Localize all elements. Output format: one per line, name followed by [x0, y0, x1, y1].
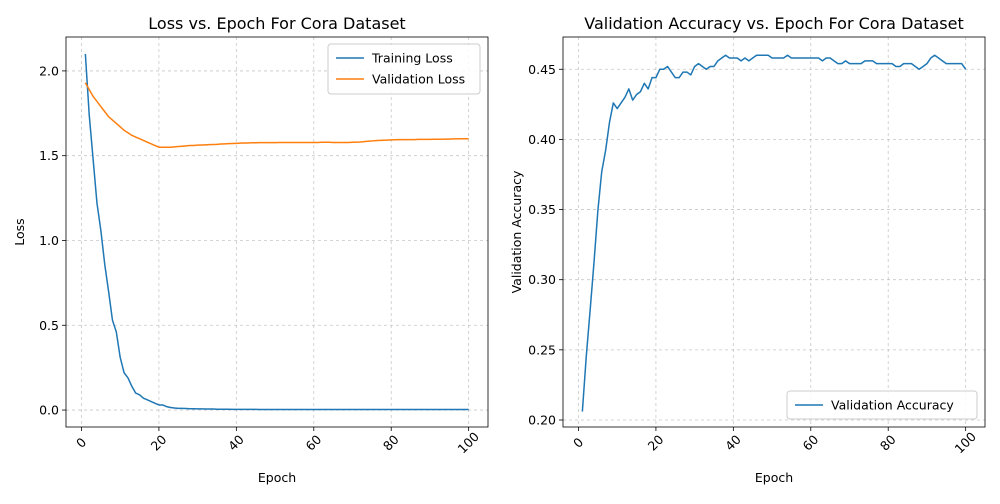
- y-tick-label: 1.0: [39, 233, 59, 248]
- legend-label: Validation Loss: [372, 72, 465, 87]
- legend: Training Loss Validation Loss: [327, 43, 481, 95]
- subplot-1: 0 20 40 60 80 100 0.0 0.5 1.0 1.5 2.0 Loss vs. Epoc…: [12, 14, 489, 485]
- chart-title: Validation Accuracy vs. Epoch For Cora D…: [584, 14, 963, 33]
- legend-label: Training Loss: [371, 51, 453, 66]
- chart-title: Loss vs. Epoch For Cora Dataset: [148, 14, 405, 33]
- series-line-1: [581, 54, 967, 412]
- legend-label: Validation Accuracy: [831, 398, 954, 413]
- y-tick-label: 0.35: [528, 202, 556, 217]
- y-tick-label: 1.5: [39, 148, 59, 163]
- x-tick-label: 100: [455, 429, 483, 457]
- y-tick-label: 0.20: [528, 412, 556, 427]
- y-tick-label: 0.25: [528, 342, 556, 357]
- y-tick-label: 0.30: [528, 272, 556, 287]
- x-tick-label: 60: [799, 432, 821, 454]
- x-tick-label: 80: [877, 432, 899, 454]
- y-tick-label: 0.5: [39, 318, 59, 333]
- y-axis-label: Validation Accuracy: [509, 170, 524, 293]
- series-line-2: [84, 82, 469, 148]
- x-tick-label: 0: [570, 434, 586, 450]
- x-axis-label: Epoch: [258, 470, 296, 485]
- legend: Validation Accuracy: [786, 390, 978, 420]
- y-tick-label: 0.45: [528, 62, 556, 77]
- y-tick-label: 0.40: [528, 132, 556, 147]
- x-tick-label: 40: [225, 432, 247, 454]
- legend-box: [786, 390, 978, 420]
- x-tick-label: 80: [380, 432, 402, 454]
- x-tick-label: 20: [645, 432, 667, 454]
- y-axis-label: Loss: [12, 218, 27, 245]
- x-tick-label: 20: [148, 432, 170, 454]
- subplot-2: 0 20 40 60 80 100 0.20 0.25 0.30 0.35 0.40 0.45 Vali…: [509, 14, 986, 485]
- x-tick-label: 60: [302, 432, 324, 454]
- x-tick-label: 100: [952, 429, 980, 457]
- axes-frame: [562, 36, 986, 428]
- y-tick-label: 2.0: [39, 63, 59, 78]
- legend-box: [327, 43, 481, 95]
- y-tick-label: 0.0: [39, 403, 59, 418]
- series-line-1: [84, 53, 469, 411]
- x-tick-label: 40: [722, 432, 744, 454]
- x-axis-label: Epoch: [755, 470, 793, 485]
- axes-frame: [65, 36, 489, 428]
- x-tick-label: 0: [73, 434, 89, 450]
